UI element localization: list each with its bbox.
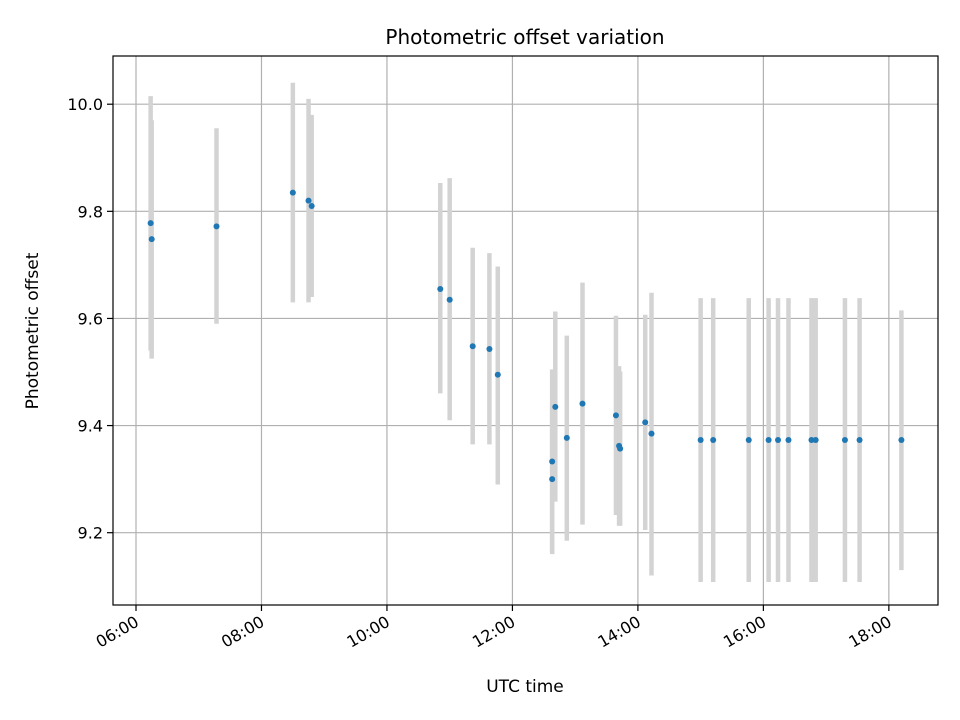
data-point — [469, 343, 476, 350]
x-tick-label: 14:00 — [594, 612, 643, 652]
data-point — [446, 296, 453, 303]
data-point — [549, 458, 556, 465]
x-tick-label: 06:00 — [93, 612, 142, 652]
data-point — [898, 437, 905, 444]
data-point — [563, 434, 570, 441]
x-tick-label: 16:00 — [720, 612, 769, 652]
data-point — [697, 437, 704, 444]
data-point — [549, 476, 556, 483]
y-tick-label: 9.4 — [78, 417, 103, 436]
data-point — [148, 236, 155, 243]
data-point — [305, 197, 312, 204]
data-point — [648, 430, 655, 437]
y-axis-label: Photometric offset — [23, 252, 43, 409]
x-axis-label: UTC time — [486, 677, 564, 697]
data-point — [612, 412, 619, 419]
y-tick-label: 9.6 — [78, 309, 103, 328]
data-points — [147, 189, 905, 483]
data-point — [494, 371, 501, 378]
x-tick-label: 12:00 — [469, 612, 518, 652]
data-point — [765, 437, 772, 444]
y-tick-label: 9.8 — [78, 202, 103, 221]
x-tick-label: 10:00 — [344, 612, 393, 652]
data-point — [710, 437, 717, 444]
data-point — [147, 220, 154, 227]
data-point — [745, 437, 752, 444]
data-point — [486, 345, 493, 352]
data-point — [841, 437, 848, 444]
data-point — [775, 437, 782, 444]
chart-title: Photometric offset variation — [385, 25, 664, 49]
data-point — [812, 437, 819, 444]
data-point — [308, 202, 315, 209]
data-point — [579, 400, 586, 407]
x-tick-label: 18:00 — [845, 612, 894, 652]
data-point — [785, 437, 792, 444]
error-bars — [148, 82, 904, 582]
data-point — [213, 223, 220, 230]
data-point — [617, 445, 624, 452]
plot-frame — [112, 55, 939, 606]
data-point — [437, 285, 444, 292]
y-tick-label: 10.0 — [67, 95, 103, 114]
data-point — [552, 403, 559, 410]
data-point — [856, 437, 863, 444]
x-axis-ticks: 06:00 08:00 10:00 12:00 14:00 16:00 18:00 — [93, 605, 895, 652]
y-axis-ticks: 9.2 9.4 9.6 9.8 10.0 — [67, 95, 113, 543]
data-point — [642, 419, 649, 426]
data-point — [808, 437, 815, 444]
data-point — [289, 189, 296, 196]
x-tick-label: 08:00 — [218, 612, 267, 652]
grid — [113, 56, 938, 605]
y-tick-label: 9.2 — [78, 524, 103, 543]
